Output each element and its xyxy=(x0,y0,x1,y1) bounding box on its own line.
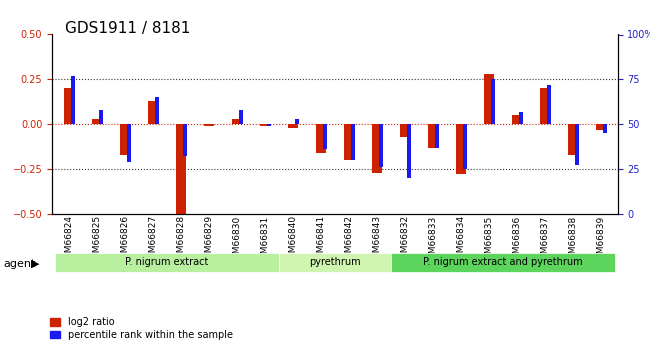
Bar xyxy=(239,110,243,124)
Bar xyxy=(463,124,467,169)
Text: P. nigrum extract and pyrethrum: P. nigrum extract and pyrethrum xyxy=(423,257,582,267)
Bar xyxy=(568,124,578,155)
Bar xyxy=(120,124,130,155)
Bar xyxy=(148,101,158,124)
Text: agent: agent xyxy=(3,259,36,269)
Bar xyxy=(540,88,550,124)
Text: pyrethrum: pyrethrum xyxy=(309,257,361,267)
Bar xyxy=(316,124,326,153)
Bar xyxy=(408,124,411,178)
Bar xyxy=(232,119,242,124)
Bar xyxy=(295,119,299,124)
Bar xyxy=(400,124,410,137)
Bar xyxy=(127,124,131,162)
Bar xyxy=(436,124,439,148)
Bar xyxy=(603,124,606,133)
Bar xyxy=(484,74,493,124)
Bar xyxy=(260,124,270,126)
Bar xyxy=(456,124,465,175)
Bar xyxy=(183,124,187,157)
Bar xyxy=(596,124,606,130)
Bar xyxy=(519,112,523,124)
Bar xyxy=(575,124,578,166)
Bar xyxy=(491,79,495,124)
Bar xyxy=(372,124,382,172)
Bar xyxy=(92,119,101,124)
FancyBboxPatch shape xyxy=(55,253,279,272)
Text: ▶: ▶ xyxy=(31,259,40,269)
FancyBboxPatch shape xyxy=(391,253,615,272)
Bar xyxy=(204,124,214,126)
Bar xyxy=(99,110,103,124)
Bar xyxy=(324,124,327,149)
Bar xyxy=(428,124,437,148)
Bar xyxy=(155,97,159,124)
Bar xyxy=(267,124,271,126)
Bar xyxy=(352,124,355,160)
Text: GDS1911 / 8181: GDS1911 / 8181 xyxy=(65,21,190,36)
Bar xyxy=(288,124,298,128)
Legend: log2 ratio, percentile rank within the sample: log2 ratio, percentile rank within the s… xyxy=(50,317,233,340)
Bar xyxy=(547,85,551,124)
Bar xyxy=(176,124,186,214)
FancyBboxPatch shape xyxy=(279,253,391,272)
Bar xyxy=(344,124,354,160)
Bar xyxy=(72,76,75,124)
Bar xyxy=(64,88,73,124)
Bar xyxy=(380,124,383,167)
Bar xyxy=(512,115,521,124)
Text: P. nigrum extract: P. nigrum extract xyxy=(125,257,209,267)
